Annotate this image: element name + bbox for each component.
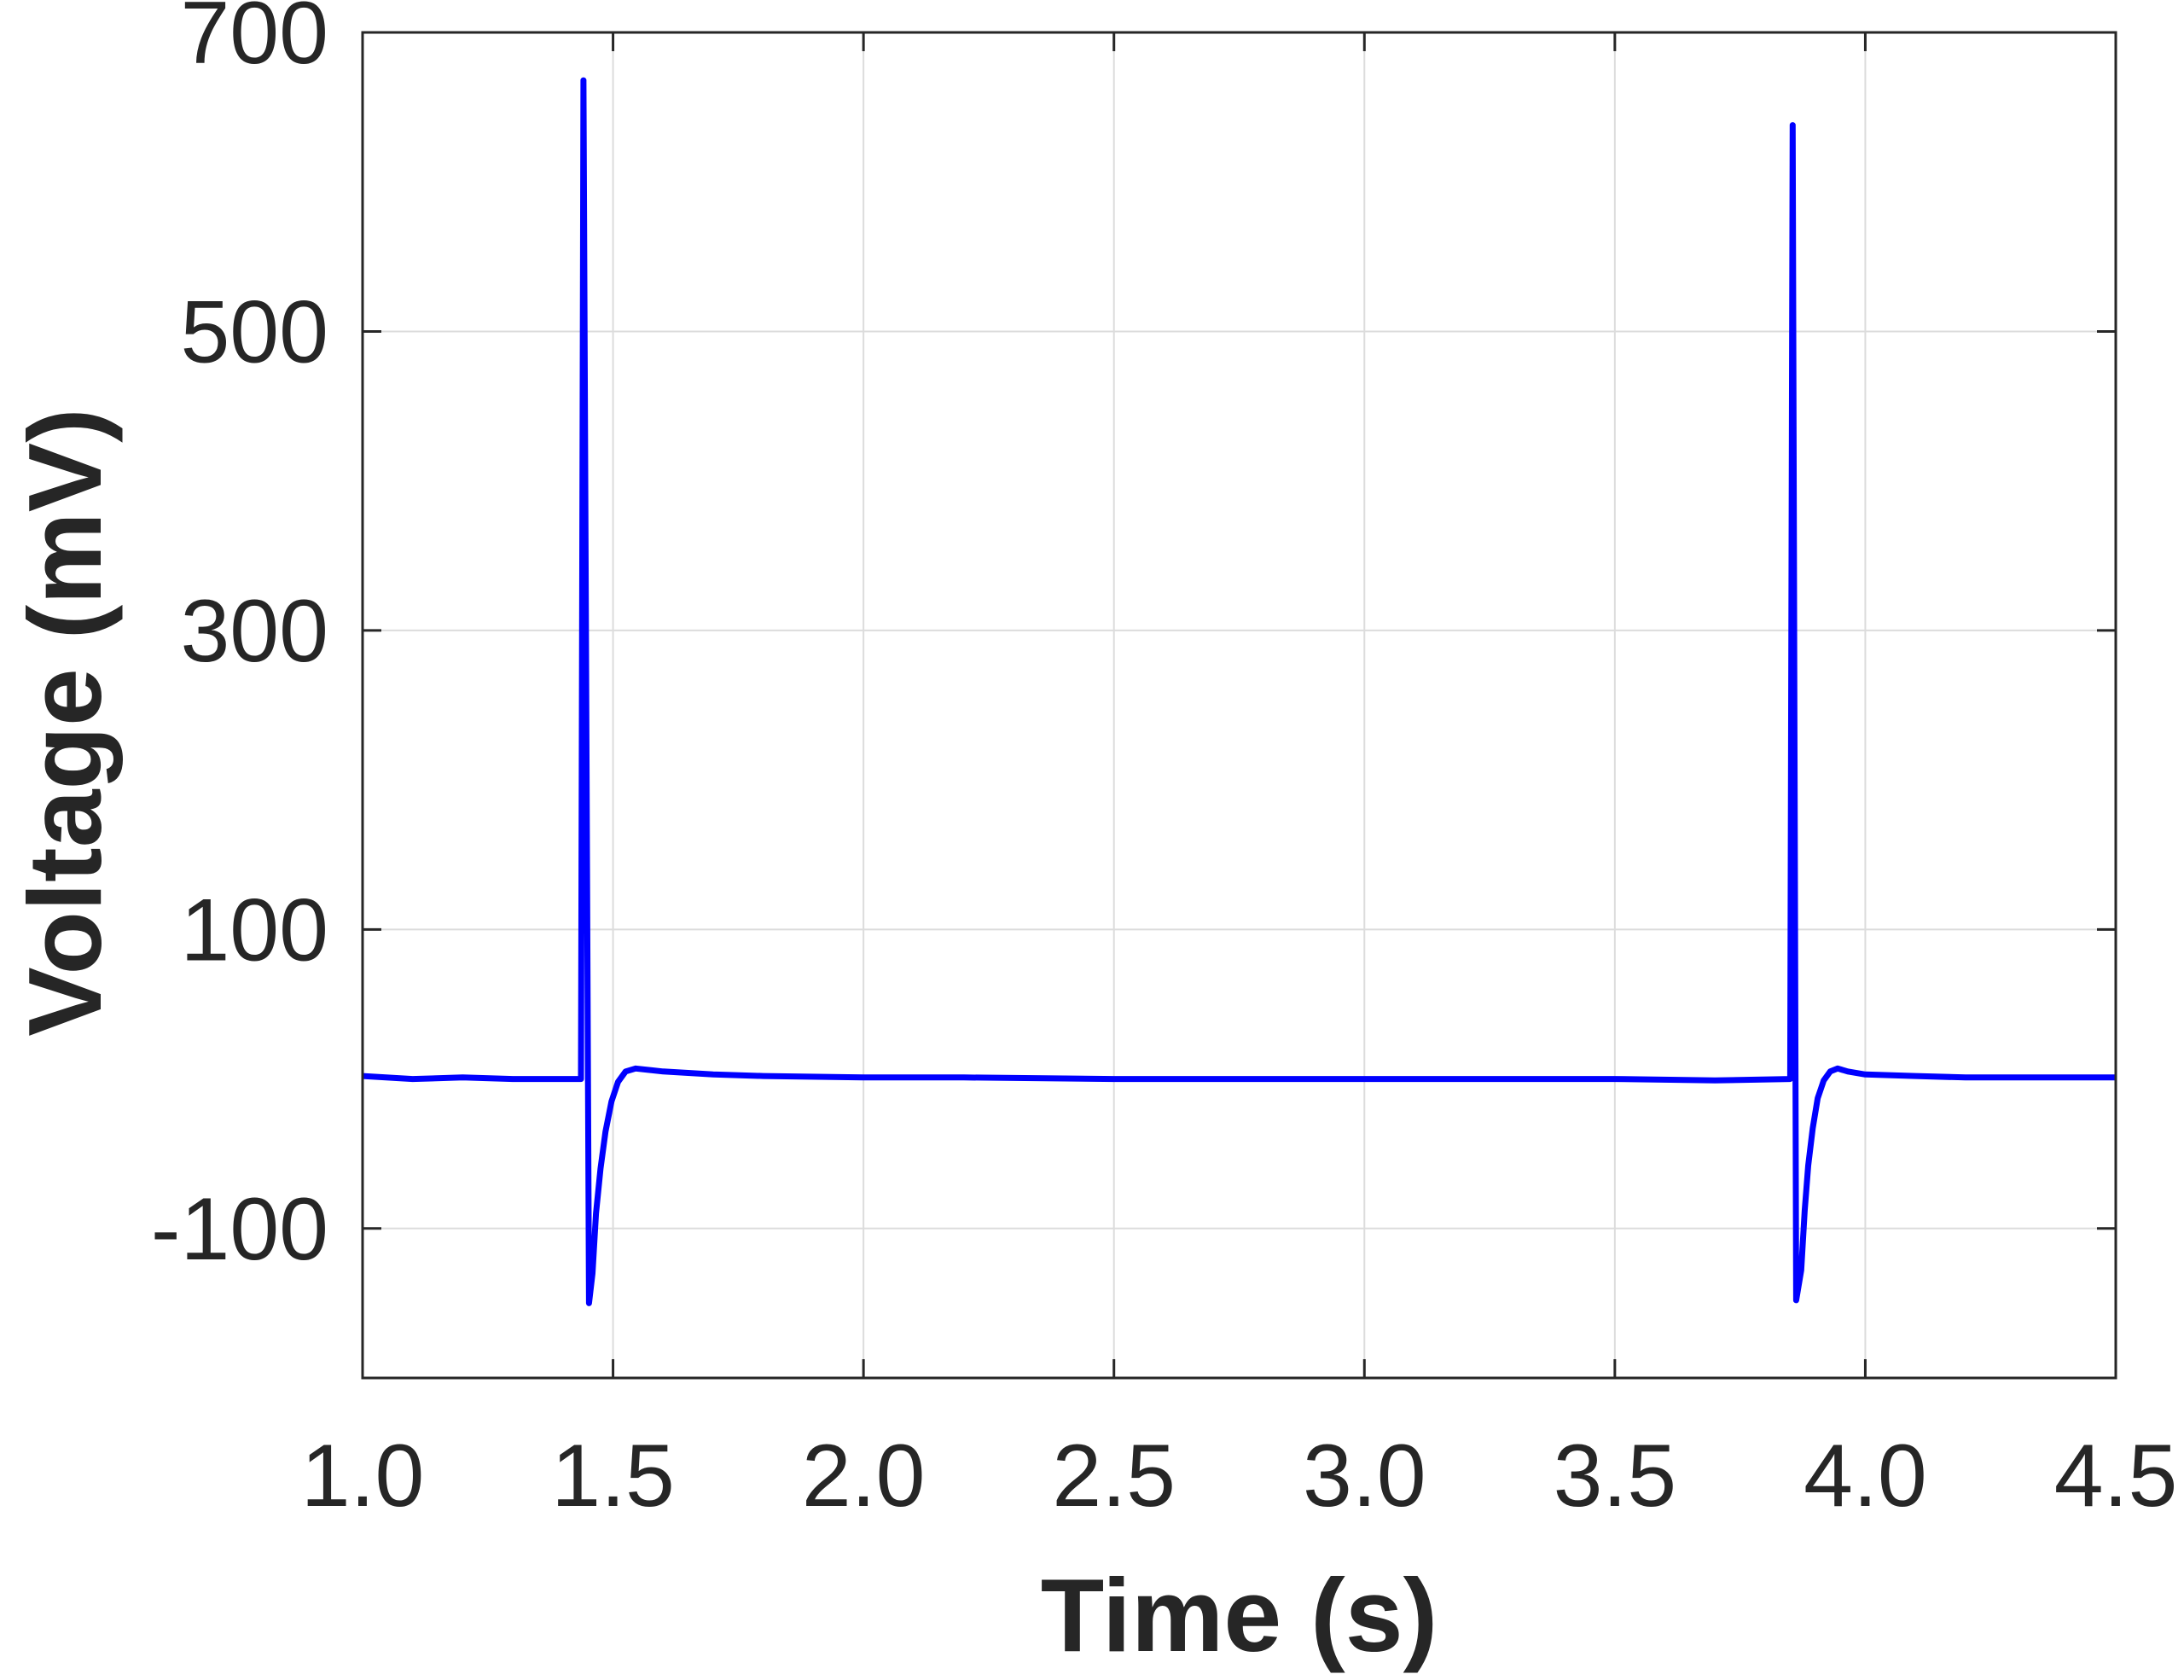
x-tick-label: 1.5 (551, 1427, 675, 1526)
x-axis-title: Time (s) (1041, 1557, 1438, 1673)
x-tick-label: 4.5 (2054, 1427, 2178, 1526)
x-tick-label: 3.5 (1554, 1427, 1677, 1526)
x-tick-label: 3.0 (1303, 1427, 1426, 1526)
y-axis-title: Voltage (mV) (7, 408, 123, 1037)
y-tick-label: 300 (180, 582, 328, 681)
x-tick-label: 2.5 (1052, 1427, 1176, 1526)
y-tick-label: 500 (180, 282, 328, 381)
grid-lines (362, 32, 2117, 1378)
y-tick-labels: -100 100 300 500 700 (151, 0, 328, 1279)
y-tick-label: 100 (180, 881, 328, 980)
y-tick-label: -100 (151, 1180, 328, 1279)
x-tick-label: 4.0 (1804, 1427, 1927, 1526)
voltage-trace-line (362, 77, 2116, 1306)
axis-ticks (361, 31, 2117, 1378)
x-tick-labels: 1.0 1.5 2.0 2.5 3.0 3.5 4.0 4.5 (301, 1427, 2178, 1526)
y-tick-label: 700 (180, 0, 328, 83)
x-tick-label: 2.0 (802, 1427, 926, 1526)
x-tick-label: 1.0 (301, 1427, 425, 1526)
plot-area (362, 77, 2116, 1306)
plot-frame (361, 31, 2117, 1380)
